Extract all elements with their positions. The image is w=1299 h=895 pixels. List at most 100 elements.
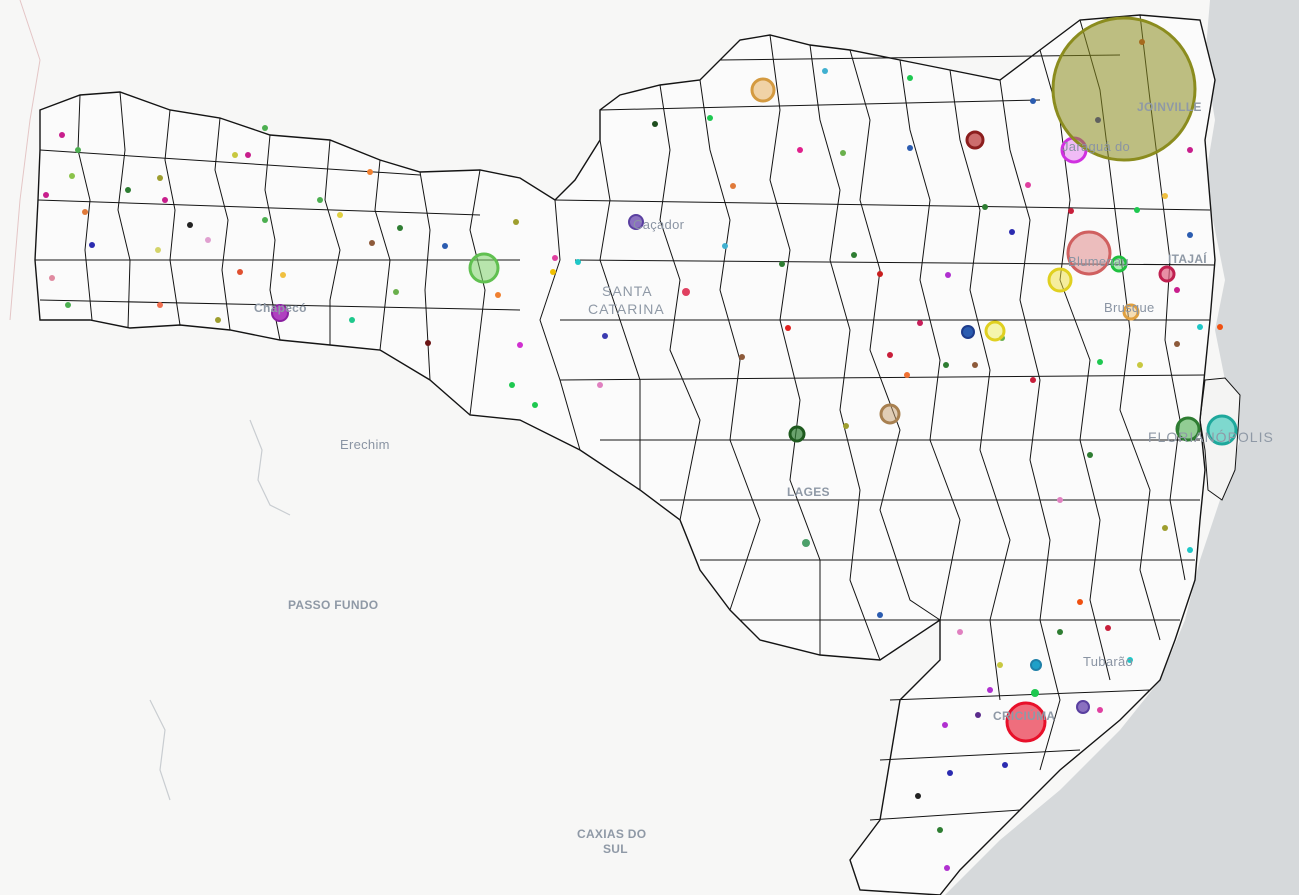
dot-marker[interactable] [552, 255, 558, 261]
dot-marker[interactable] [730, 183, 736, 189]
dot-marker[interactable] [982, 204, 988, 210]
dot-marker[interactable] [877, 271, 883, 277]
dot-marker[interactable] [232, 152, 238, 158]
dot-marker[interactable] [1187, 547, 1193, 553]
dot-marker[interactable] [707, 115, 713, 121]
dot-marker[interactable] [944, 865, 950, 871]
dot-marker[interactable] [597, 382, 603, 388]
ring-marker[interactable] [1110, 255, 1128, 273]
dot-marker[interactable] [877, 612, 883, 618]
ring-marker[interactable] [1122, 303, 1140, 321]
dot-marker[interactable] [1097, 707, 1103, 713]
dot-marker[interactable] [75, 147, 81, 153]
dot-marker[interactable] [425, 340, 431, 346]
dot-marker[interactable] [602, 333, 608, 339]
dot-marker[interactable] [851, 252, 857, 258]
ring-marker[interactable] [879, 403, 901, 425]
dot-marker[interactable] [125, 187, 131, 193]
dot-marker[interactable] [513, 219, 519, 225]
dot-marker[interactable] [517, 342, 523, 348]
dot-marker[interactable] [1057, 629, 1063, 635]
ring-marker[interactable] [1175, 416, 1201, 442]
dot-marker[interactable] [1025, 182, 1031, 188]
dot-marker[interactable] [1030, 377, 1036, 383]
dot-marker[interactable] [495, 292, 501, 298]
dot-marker[interactable] [779, 261, 785, 267]
dot-marker[interactable] [205, 237, 211, 243]
dot-marker[interactable] [797, 147, 803, 153]
ring-marker[interactable] [1047, 267, 1073, 293]
dot-marker[interactable] [722, 243, 728, 249]
dot-marker[interactable] [904, 372, 910, 378]
ring-marker[interactable] [1031, 689, 1039, 697]
dot-marker[interactable] [943, 362, 949, 368]
dot-marker[interactable] [317, 197, 323, 203]
dot-marker[interactable] [1002, 762, 1008, 768]
dot-marker[interactable] [442, 243, 448, 249]
criciuma-circle[interactable] [1005, 701, 1047, 743]
ring-marker[interactable] [628, 214, 644, 230]
ring-marker[interactable] [750, 77, 776, 103]
dot-marker[interactable] [1187, 147, 1193, 153]
dot-marker[interactable] [1137, 362, 1143, 368]
dot-marker[interactable] [785, 325, 791, 331]
dot-marker[interactable] [887, 352, 893, 358]
dot-marker[interactable] [575, 259, 581, 265]
dot-marker[interactable] [915, 793, 921, 799]
florianopolis-circle[interactable] [1206, 414, 1238, 446]
dot-marker[interactable] [917, 320, 923, 326]
dot-marker[interactable] [987, 687, 993, 693]
dot-marker[interactable] [682, 288, 690, 296]
ring-marker[interactable] [984, 320, 1006, 342]
dot-marker[interactable] [1127, 657, 1133, 663]
dot-marker[interactable] [155, 247, 161, 253]
dot-marker[interactable] [1162, 193, 1168, 199]
dot-marker[interactable] [1187, 232, 1193, 238]
dot-marker[interactable] [89, 242, 95, 248]
dot-marker[interactable] [1077, 599, 1083, 605]
dot-marker[interactable] [907, 145, 913, 151]
dot-marker[interactable] [942, 722, 948, 728]
dot-marker[interactable] [843, 423, 849, 429]
dot-marker[interactable] [245, 152, 251, 158]
dot-marker[interactable] [1097, 359, 1103, 365]
dot-marker[interactable] [1174, 341, 1180, 347]
dot-marker[interactable] [652, 121, 658, 127]
dot-marker[interactable] [1134, 207, 1140, 213]
dot-marker[interactable] [947, 770, 953, 776]
dot-marker[interactable] [1217, 324, 1223, 330]
dot-marker[interactable] [1174, 287, 1180, 293]
ring-marker[interactable] [1158, 265, 1176, 283]
ring-marker[interactable] [1030, 659, 1042, 671]
dot-marker[interactable] [237, 269, 243, 275]
dot-marker[interactable] [957, 629, 963, 635]
dot-marker[interactable] [1162, 525, 1168, 531]
ring-marker[interactable] [965, 130, 985, 150]
dot-marker[interactable] [349, 317, 355, 323]
dot-marker[interactable] [262, 125, 268, 131]
joinville-circle[interactable] [1051, 16, 1197, 162]
dot-marker[interactable] [1105, 625, 1111, 631]
dot-marker[interactable] [59, 132, 65, 138]
dot-marker[interactable] [739, 354, 745, 360]
dot-marker[interactable] [550, 269, 556, 275]
dot-marker[interactable] [997, 662, 1003, 668]
dot-marker[interactable] [262, 217, 268, 223]
dot-marker[interactable] [945, 272, 951, 278]
dot-marker[interactable] [840, 150, 846, 156]
dot-marker[interactable] [187, 222, 193, 228]
dot-marker[interactable] [802, 539, 810, 547]
dot-marker[interactable] [937, 827, 943, 833]
dot-marker[interactable] [907, 75, 913, 81]
dot-marker[interactable] [972, 362, 978, 368]
ring-marker[interactable] [271, 304, 289, 322]
dot-marker[interactable] [65, 302, 71, 308]
dot-marker[interactable] [369, 240, 375, 246]
ring-marker[interactable] [961, 325, 975, 339]
dot-marker[interactable] [975, 712, 981, 718]
dot-marker[interactable] [49, 275, 55, 281]
ring-marker[interactable] [788, 425, 806, 443]
dot-marker[interactable] [157, 175, 163, 181]
dot-marker[interactable] [367, 169, 373, 175]
